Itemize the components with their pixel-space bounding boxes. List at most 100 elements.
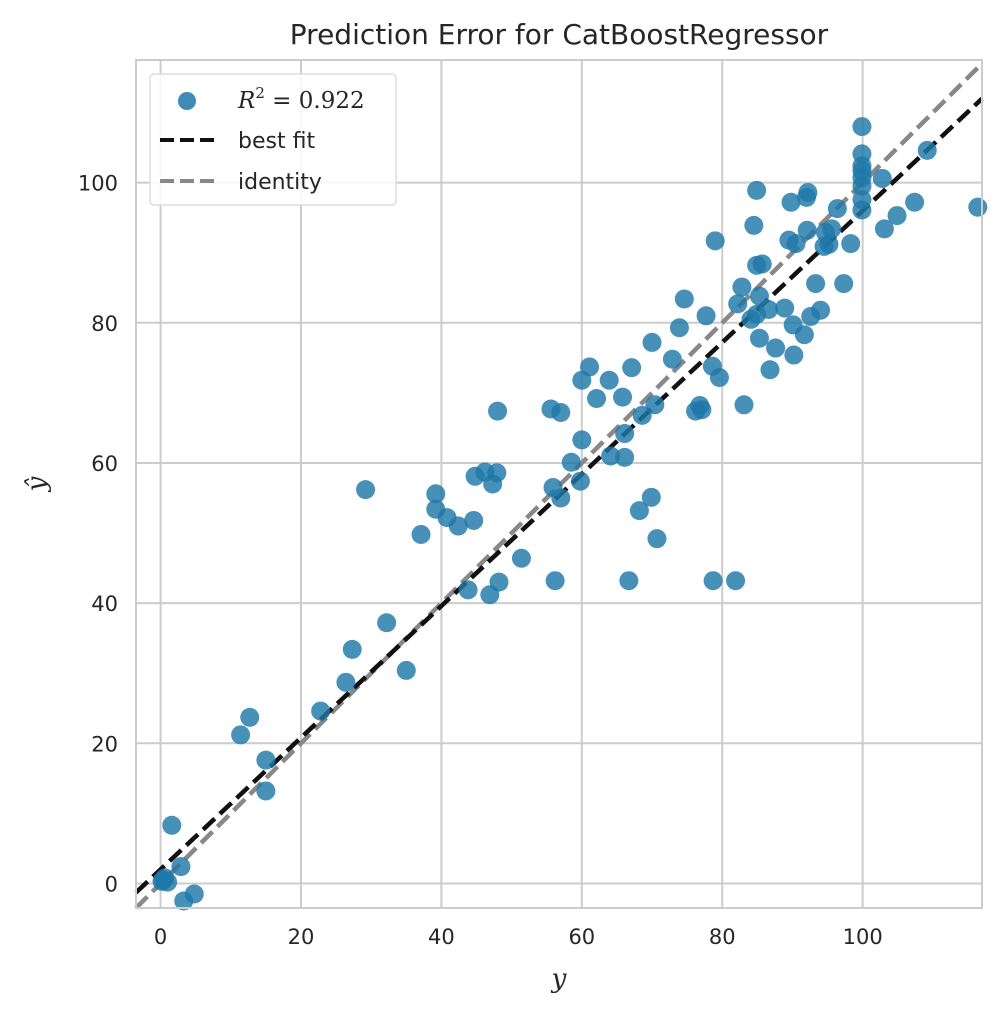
data-point [377, 613, 397, 633]
data-point [411, 524, 431, 544]
data-point [811, 300, 831, 320]
data-point [615, 447, 635, 467]
y-tick-label: 60 [91, 452, 118, 476]
data-point [256, 781, 276, 801]
data-point [696, 306, 716, 326]
x-tick-label: 40 [428, 925, 455, 949]
y-axis-label: ŷ [22, 476, 52, 492]
data-point [645, 395, 665, 415]
data-point [726, 571, 746, 591]
data-point [601, 446, 621, 466]
data-point [872, 168, 892, 188]
data-point [551, 403, 571, 423]
data-point [545, 571, 565, 591]
data-point [822, 219, 842, 239]
data-point [629, 501, 649, 521]
data-point [561, 452, 581, 472]
legend-identity-label: identity [238, 170, 322, 195]
data-point [728, 294, 748, 314]
data-point [599, 370, 619, 390]
data-point [794, 325, 814, 345]
data-point [874, 219, 894, 239]
legend-box [149, 73, 397, 206]
data-point [396, 660, 416, 680]
data-point [231, 725, 251, 745]
data-point [487, 463, 507, 483]
x-tick-label: 0 [154, 925, 167, 949]
data-point [674, 289, 694, 309]
x-tick-label: 80 [709, 925, 736, 949]
data-point [834, 274, 854, 294]
data-point [572, 430, 592, 450]
data-point [760, 360, 780, 380]
data-point [917, 140, 937, 160]
data-point [256, 750, 276, 770]
data-point [744, 215, 764, 235]
data-point [692, 400, 712, 420]
data-point [709, 367, 729, 387]
legend-point-marker [178, 92, 196, 110]
y-tick-label: 80 [91, 312, 118, 336]
data-point [240, 707, 260, 727]
data-point [184, 884, 204, 904]
data-point [734, 395, 754, 415]
data-point [632, 405, 652, 425]
data-point [642, 332, 662, 352]
x-axis-label: y [551, 964, 567, 994]
data-point [806, 274, 826, 294]
data-point [784, 345, 804, 365]
data-point [641, 487, 661, 507]
x-tick-label: 100 [843, 925, 883, 949]
data-point [615, 424, 635, 444]
legend-best-fit-label: best fit [238, 129, 315, 154]
data-point [786, 234, 806, 254]
data-point [705, 231, 725, 251]
data-point [852, 117, 872, 137]
data-point [749, 286, 769, 306]
data-point [153, 870, 173, 890]
data-point [759, 299, 779, 319]
data-point [703, 571, 723, 591]
data-point [797, 220, 817, 240]
y-axis-ticks: 0 20 40 60 80 100 [78, 172, 118, 897]
data-point [464, 510, 484, 530]
data-point [662, 349, 682, 369]
legend-r2-entry: R2 = 0.922 [237, 84, 365, 114]
data-point [819, 234, 839, 254]
plot-frame [135, 59, 983, 909]
x-tick-label: 60 [568, 925, 595, 949]
data-point [968, 197, 988, 217]
data-point [827, 199, 847, 219]
data-point [781, 192, 801, 212]
data-point [342, 639, 362, 659]
data-points [152, 117, 988, 911]
data-point [458, 580, 478, 600]
y-tick-label: 20 [91, 732, 118, 756]
data-point [887, 206, 907, 226]
data-point [669, 318, 689, 338]
data-point [356, 480, 376, 500]
data-point [905, 192, 925, 212]
data-point [489, 572, 509, 592]
data-point [488, 401, 508, 421]
data-point [766, 338, 786, 358]
data-point [752, 254, 772, 274]
data-point [551, 488, 571, 508]
data-point [426, 484, 446, 504]
data-point [841, 234, 861, 254]
data-point [619, 571, 639, 591]
y-tick-label: 40 [91, 592, 118, 616]
y-tick-label: 100 [78, 172, 118, 196]
data-point [798, 182, 818, 202]
data-point [749, 328, 769, 348]
x-axis-ticks: 0 20 40 60 80 100 [154, 925, 883, 949]
data-point [580, 357, 600, 377]
data-point [162, 815, 182, 835]
data-point [732, 277, 752, 297]
data-point [613, 387, 633, 407]
data-point [311, 701, 331, 721]
data-point [587, 388, 607, 408]
data-point [852, 200, 872, 220]
y-tick-label: 0 [105, 872, 118, 896]
